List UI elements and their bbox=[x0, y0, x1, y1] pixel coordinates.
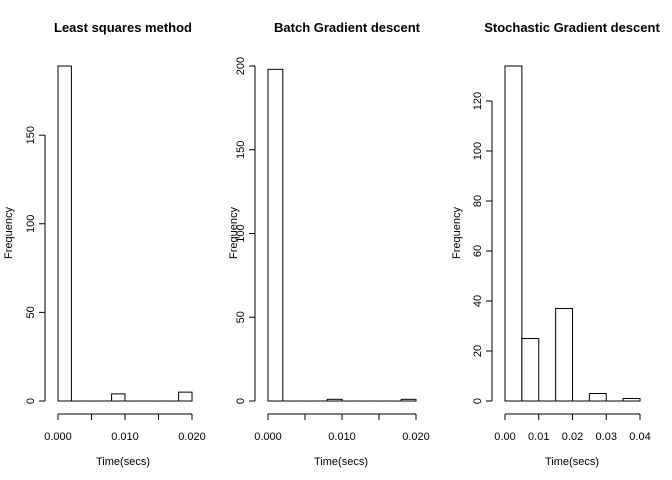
histogram-panel-1: Least squares method 0.000 0.010 0.020 0 50 10… bbox=[3, 20, 206, 468]
chart-title: Batch Gradient descent bbox=[274, 20, 421, 35]
histogram-bar bbox=[555, 308, 573, 402]
y-tick-label: 200 bbox=[235, 57, 247, 75]
x-axis-label: Time(secs) bbox=[96, 456, 150, 468]
histogram-bar bbox=[622, 398, 641, 402]
y-tick-label: 150 bbox=[25, 126, 37, 144]
x-tick-label: 0.01 bbox=[528, 431, 549, 443]
x-tick-label: 0.04 bbox=[629, 431, 650, 443]
histogram-bar bbox=[400, 398, 417, 402]
histogram-bar bbox=[267, 68, 284, 402]
x-tick-label: 0.020 bbox=[178, 431, 206, 443]
chart-title: Least squares method bbox=[54, 20, 192, 35]
histogram-bar bbox=[111, 393, 126, 402]
y-axis-label: Frequency bbox=[451, 207, 463, 259]
chart-title: Stochastic Gradient descent bbox=[484, 20, 660, 35]
histogram-panel-2: Batch Gradient descent 0.000 0.010 0.020 0 50… bbox=[228, 20, 430, 468]
x-tick-label: 0.02 bbox=[562, 431, 583, 443]
x-tick-label: 0.000 bbox=[44, 431, 72, 443]
x-tick-label: 0.000 bbox=[254, 431, 282, 443]
x-tick-label: 0.010 bbox=[111, 431, 139, 443]
x-tick-label: 0.010 bbox=[328, 431, 356, 443]
y-tick-label: 40 bbox=[472, 295, 484, 307]
x-axis-label: Time(secs) bbox=[545, 456, 599, 468]
x-axis-label: Time(secs) bbox=[314, 456, 368, 468]
y-tick-label: 0 bbox=[25, 398, 37, 404]
histogram-bar bbox=[504, 65, 523, 402]
y-tick-label: 100 bbox=[235, 224, 247, 242]
y-tick-label: 60 bbox=[472, 245, 484, 257]
y-tick-label: 0 bbox=[235, 398, 247, 404]
x-tick-label: 0.03 bbox=[596, 431, 617, 443]
y-tick-label: 80 bbox=[472, 195, 484, 207]
y-tick-label: 100 bbox=[25, 215, 37, 233]
histogram-bar bbox=[521, 338, 540, 402]
histogram-bar bbox=[178, 391, 193, 402]
y-axis-label: Frequency bbox=[3, 207, 15, 259]
y-tick-label: 20 bbox=[472, 345, 484, 357]
y-tick-label: 100 bbox=[472, 142, 484, 160]
y-tick-label: 50 bbox=[235, 311, 247, 323]
y-tick-label: 50 bbox=[25, 306, 37, 318]
histogram-bar bbox=[326, 398, 343, 402]
y-tick-label: 120 bbox=[472, 92, 484, 110]
y-tick-label: 150 bbox=[235, 141, 247, 159]
y-tick-label: 0 bbox=[472, 398, 484, 404]
y-axis-label: Frequency bbox=[228, 207, 240, 259]
x-tick-label: 0.00 bbox=[494, 431, 515, 443]
histogram-bar bbox=[57, 65, 72, 402]
histogram-panel-3: Stochastic Gradient descent 0.00 0.01 0.02 0… bbox=[451, 20, 660, 468]
x-tick-label: 0.020 bbox=[402, 431, 430, 443]
histogram-bar bbox=[588, 393, 607, 402]
